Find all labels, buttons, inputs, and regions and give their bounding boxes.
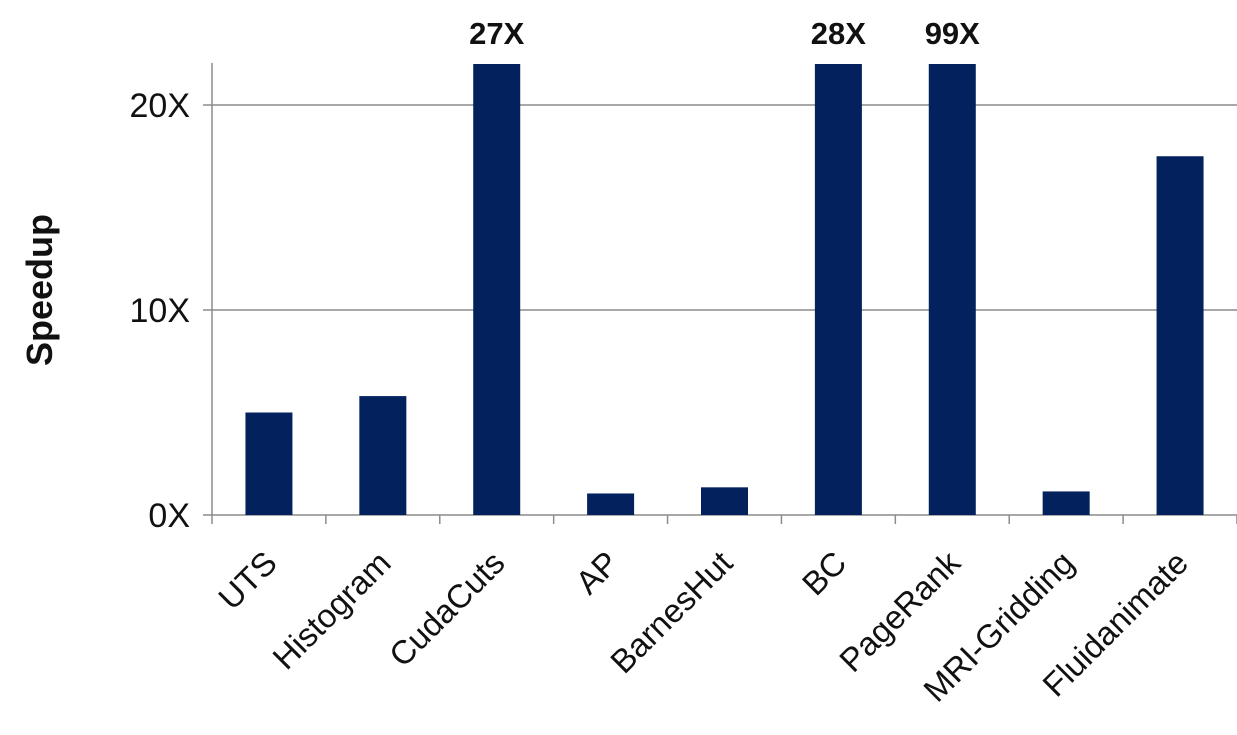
x-tick-label: BC [795, 544, 854, 603]
axes [203, 63, 1237, 524]
y-tick-label: 10X [130, 292, 191, 330]
bar-value-label: 27X [469, 16, 524, 51]
bar-bc [814, 64, 862, 515]
bar-mri-gridding [1042, 491, 1090, 515]
x-tick-label: Histogram [265, 544, 397, 676]
bar-fluidanimate [1156, 156, 1204, 515]
bar-value-label: 99X [925, 16, 980, 51]
y-axis-title: Speedup [19, 214, 60, 366]
x-tick-label: CudaCuts [382, 544, 512, 674]
gridlines [212, 104, 1237, 311]
bars [245, 64, 1204, 515]
bar-ap [587, 493, 635, 515]
bar-value-label: 28X [811, 16, 866, 51]
x-tick-label: UTS [211, 544, 284, 617]
bar-pagerank [928, 64, 976, 515]
bar-uts [245, 412, 293, 515]
bar-barneshut [701, 487, 748, 515]
bar-cudacuts [473, 64, 521, 515]
bar-histogram [359, 396, 407, 515]
x-tick-label: AP [568, 544, 625, 601]
x-tick-label: BarnesHut [603, 544, 739, 680]
y-tick-label: 0X [148, 497, 190, 535]
y-tick-label: 20X [130, 87, 191, 125]
